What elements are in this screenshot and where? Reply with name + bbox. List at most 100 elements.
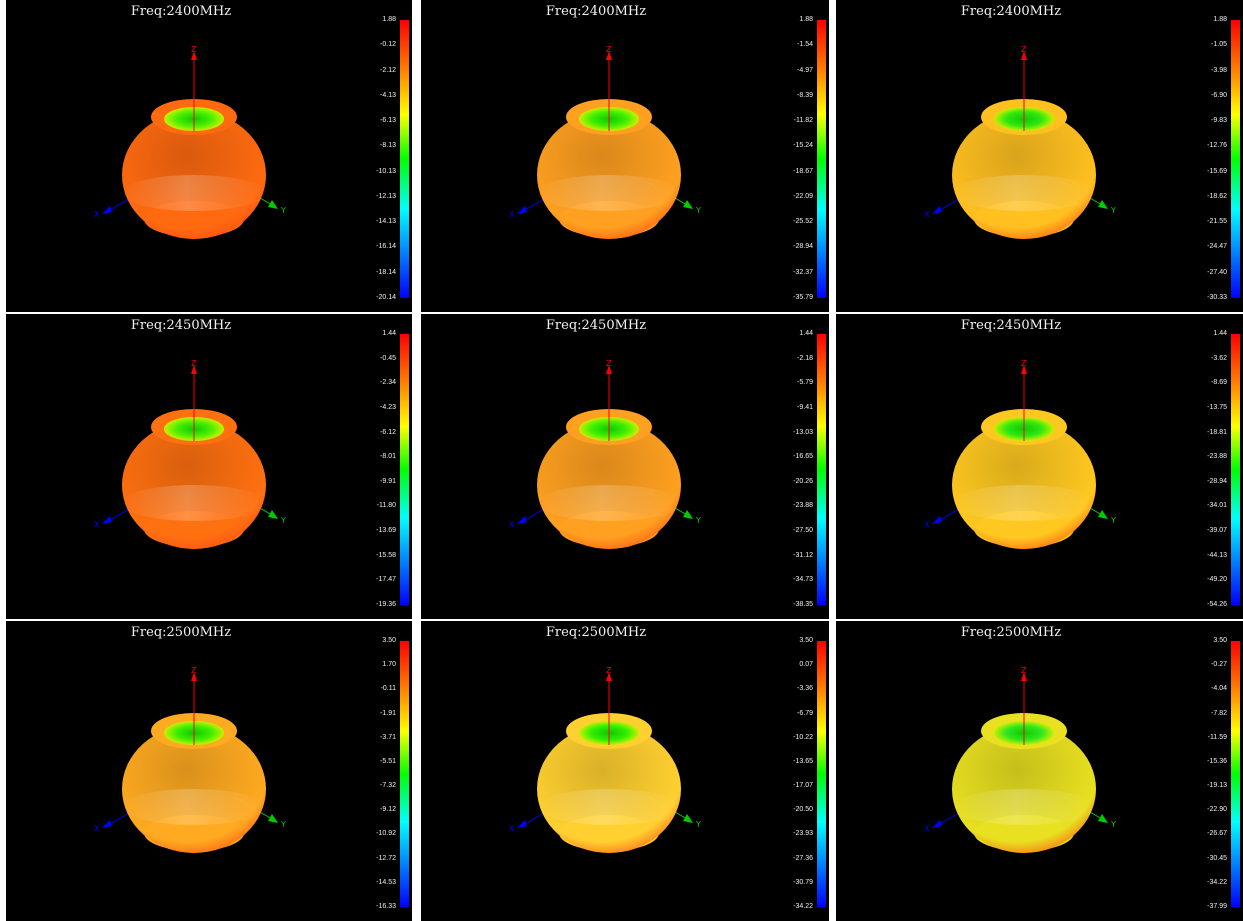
y-axis-arrow [1098,814,1108,823]
pattern-plot: Z Y X [924,359,1116,549]
colorbar-tick-label: -10.13 [376,168,396,175]
colorbar-tick-label: -30.79 [793,879,813,886]
pattern-panel: Freq:2400MHz Z Y X 1.88 -1.54 -4.97 -8.39 -11.82… [421,0,829,312]
chart-title: Freq:2500MHz [960,625,1062,640]
colorbar-tick-label: -19.13 [1207,782,1227,789]
colorbar-tick-label: -8.01 [380,453,396,460]
colorbar-tick-label: -8.39 [797,92,813,99]
x-axis-label: X [924,824,930,833]
colorbar-tick-label: -37.99 [1207,903,1227,910]
z-axis-arrow [1021,365,1027,374]
colorbar-tick-label: -18.14 [376,269,396,276]
colorbar-tick-label: -14.53 [376,879,396,886]
colorbar-tick-label: -7.32 [380,782,396,789]
colorbar-tick-label: -17.47 [376,576,396,583]
z-axis-arrow [191,365,197,374]
pattern-panel: Freq:2400MHz Z Y X 1.88 -0.12 -2.12 -4.13 -6.13 -… [6,0,412,312]
colorbar-tick-label: -44.13 [1207,552,1227,559]
x-axis-label: X [509,210,515,219]
y-axis-arrow [683,814,693,823]
y-axis-label: Y [280,516,286,525]
colorbar [400,334,409,605]
z-axis-arrow [191,51,197,60]
pattern-panel: Freq:2500MHz Z Y X 3.50 0.07 -3.36 -6.79 -10.22 -… [421,621,829,921]
colorbar-tick-label: -12.72 [376,855,396,862]
x-axis-label: X [94,824,100,833]
pattern-band [122,789,266,825]
pattern-band [952,485,1096,521]
x-axis-arrow [102,206,112,214]
chart-title: Freq:2400MHz [545,4,647,19]
colorbar-tick-label: -11.82 [793,117,813,124]
colorbar [817,334,826,605]
z-axis-label: Z [606,666,612,675]
pattern-plot: Z Y X [94,666,286,853]
pattern-panel: Freq:2500MHz Z Y X 3.50 1.70 -0.11 -1.91 -3.71 -5… [6,621,412,921]
colorbar-tick-label: -3.36 [797,685,813,692]
x-axis-label: X [509,520,515,529]
colorbar-tick-label: -18.67 [793,168,813,175]
colorbar-tick-label: -34.01 [1207,502,1227,509]
z-axis-arrow [191,672,197,681]
x-axis-label: X [924,210,930,219]
x-axis-label: X [509,824,515,833]
colorbar-tick-label: -3.98 [1211,67,1227,74]
colorbar-tick-label: -27.40 [1207,269,1227,276]
colorbar-tick-label: -15.69 [1207,168,1227,175]
y-axis-label: Y [1110,206,1116,215]
colorbar-tick-label: 1.44 [1213,330,1227,337]
colorbar-tick-label: -34.22 [793,903,813,910]
colorbar-tick-label: -10.22 [793,734,813,741]
pattern-panel: Freq:2450MHz Z Y X 1.44 -2.18 -5.79 -9.41 -13.03… [421,314,829,619]
y-axis-label: Y [695,206,701,215]
pattern-panel: Freq:2450MHz Z Y X 1.44 -3.62 -8.69 -13.75 -18.8… [836,314,1243,619]
colorbar-tick-label: 1.88 [1213,16,1227,23]
colorbar-tick-label: -9.12 [380,806,396,813]
x-axis-arrow [102,516,112,524]
colorbar-tick-label: 3.50 [1213,637,1227,644]
colorbar-tick-label: -27.50 [793,527,813,534]
colorbar-tick-label: -8.69 [1211,379,1227,386]
x-axis-arrow [932,820,942,828]
pattern-plot: Z Y X [94,359,286,549]
colorbar-tick-label: -1.54 [797,41,813,48]
x-axis-arrow [517,206,527,214]
colorbar-tick-label: -12.76 [1207,142,1227,149]
colorbar-tick-label: -3.71 [380,734,396,741]
y-axis-arrow [1098,510,1108,519]
z-axis-label: Z [1021,666,1027,675]
colorbar-tick-label: -30.33 [1207,294,1227,301]
x-axis-label: X [94,210,100,219]
pattern-band [952,789,1096,825]
x-axis-arrow [517,516,527,524]
colorbar-tick-label: -15.36 [1207,758,1227,765]
colorbar-tick-label: -0.45 [380,355,396,362]
colorbar-tick-label: 1.70 [382,661,396,668]
z-axis-arrow [606,672,612,681]
colorbar-tick-label: -4.23 [380,404,396,411]
colorbar [817,641,826,907]
x-axis-arrow [102,820,112,828]
chart-title: Freq:2400MHz [960,4,1062,19]
x-axis-label: X [94,520,100,529]
colorbar-tick-label: -19.36 [376,601,396,608]
colorbar-tick-label: -35.79 [793,294,813,301]
colorbar-tick-label: -30.45 [1207,855,1227,862]
pattern-panel: Freq:2450MHz Z Y X 1.44 -0.45 -2.34 -4.23 -6.12 -… [6,314,412,619]
colorbar-tick-label: -0.12 [380,41,396,48]
colorbar [817,20,826,298]
colorbar-tick-label: -14.13 [376,218,396,225]
y-axis-label: Y [280,206,286,215]
colorbar-tick-label: -15.58 [376,552,396,559]
z-axis-label: Z [1021,45,1027,54]
z-axis-arrow [1021,51,1027,60]
colorbar-tick-label: -23.88 [793,502,813,509]
colorbar-tick-label: -13.75 [1207,404,1227,411]
pattern-band [122,175,266,211]
pattern-plot: Z Y X [509,359,701,549]
colorbar-tick-label: -20.50 [793,806,813,813]
z-axis-label: Z [606,45,612,54]
colorbar-tick-label: -13.65 [793,758,813,765]
pattern-plot: Z Y X [94,45,286,239]
colorbar [1231,334,1240,605]
